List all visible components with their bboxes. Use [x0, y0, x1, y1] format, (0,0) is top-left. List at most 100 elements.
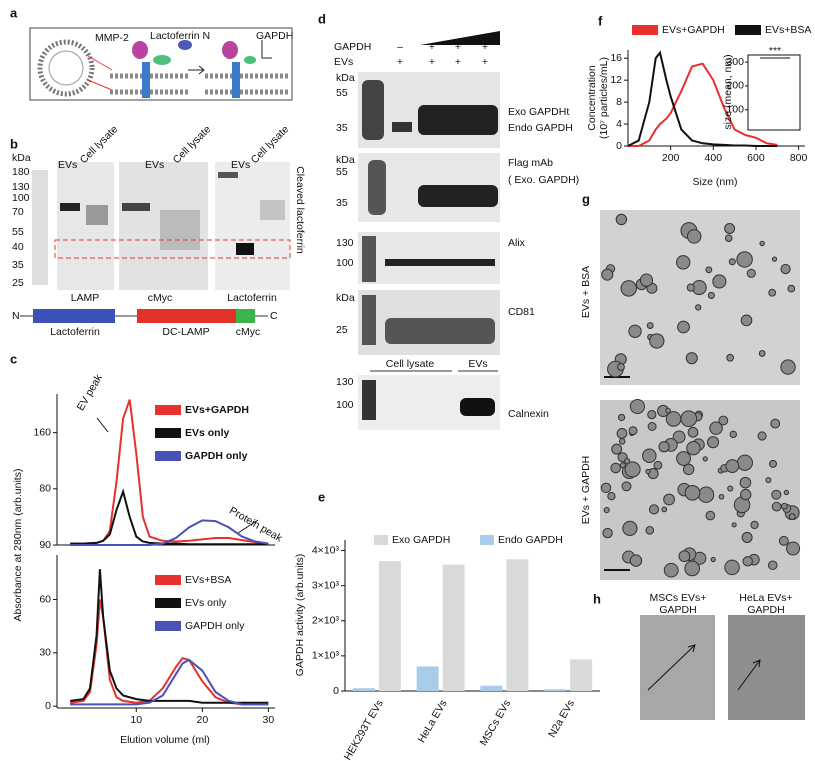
- column-header: EVs: [58, 159, 77, 171]
- kda-label: 35: [336, 197, 348, 209]
- legend-swatch: [155, 451, 181, 461]
- vesicle: [770, 418, 781, 429]
- kda-label: kDa: [336, 154, 355, 166]
- vesicle: [684, 560, 700, 577]
- vesicle: [729, 430, 737, 439]
- vesicle: [788, 513, 796, 521]
- x-tick-label: N2a EVs: [546, 698, 577, 740]
- x-tick-label: 400: [705, 152, 723, 164]
- y-tick-label: 60: [39, 593, 51, 605]
- y-tick-label: 2×10³: [312, 615, 340, 627]
- construct-label: cMyc: [236, 326, 261, 338]
- vesicle: [645, 468, 651, 475]
- series-line: [70, 599, 269, 706]
- vesicle: [778, 535, 789, 546]
- vesicle: [646, 322, 654, 329]
- vesicle: [658, 441, 670, 453]
- label: EVs: [334, 56, 353, 68]
- vesicle: [712, 274, 727, 289]
- vesicle: [678, 550, 691, 563]
- y-tick-label: 160: [33, 426, 51, 438]
- vesicle: [707, 436, 720, 449]
- panel-label: g: [582, 191, 590, 206]
- label: GAPDH: [334, 41, 371, 53]
- inset-label: size (mean, nm): [722, 54, 734, 129]
- vesicle: [781, 502, 788, 510]
- vesicle: [686, 441, 701, 456]
- column-header: Cell lysate: [249, 123, 292, 166]
- construct-label: C: [270, 310, 278, 322]
- column-header: Cell lysate: [78, 123, 121, 166]
- vesicle: [624, 458, 631, 465]
- vesicle: [617, 363, 625, 371]
- vesicle: [783, 489, 790, 496]
- legend-swatch: [155, 428, 181, 438]
- construct-label: DC-LAMP: [162, 326, 209, 338]
- legend-label: Endo GAPDH: [498, 534, 563, 546]
- label: GAPDH: [256, 30, 293, 42]
- vesicle: [718, 415, 729, 426]
- bar: [544, 689, 567, 691]
- vesicle: [602, 527, 613, 539]
- vesicle: [757, 431, 767, 441]
- legend-swatch: [632, 25, 658, 35]
- kda-label: kDa: [12, 152, 31, 164]
- vesicle: [615, 213, 628, 226]
- sign: +: [429, 41, 435, 53]
- sign: –: [397, 41, 403, 53]
- vesicle: [710, 556, 716, 563]
- sign: +: [455, 41, 461, 53]
- vesicle: [607, 492, 616, 501]
- label: Cleaved lactoferrin: [294, 166, 306, 254]
- kda-label: 55: [336, 166, 348, 178]
- vesicle: [758, 350, 766, 357]
- kda-label: 180: [12, 166, 30, 178]
- legend-swatch: [374, 535, 388, 545]
- kda-label: 35: [336, 122, 348, 134]
- kda-label: 25: [12, 277, 24, 289]
- x-axis-label: Size (nm): [693, 176, 738, 188]
- kda-label: 100: [12, 192, 30, 204]
- vesicle: [677, 320, 690, 334]
- sign: +: [482, 41, 488, 53]
- sign: +: [482, 56, 488, 68]
- kda-label: kDa: [336, 292, 355, 304]
- series-line: [70, 658, 269, 706]
- vesicle: [686, 229, 702, 244]
- blots-d: [358, 31, 500, 430]
- vesicle: [724, 234, 733, 243]
- y-tick-label: 0: [45, 700, 51, 712]
- vesicle: [787, 284, 796, 293]
- panel-label: d: [318, 11, 326, 26]
- vesicle: [771, 489, 782, 500]
- blot-label: LAMP: [71, 292, 100, 304]
- x-tick-label: 30: [263, 714, 275, 726]
- kda-label: 130: [336, 376, 354, 388]
- vesicle: [629, 398, 645, 415]
- legend-swatch: [155, 621, 181, 631]
- vesicle: [661, 506, 668, 513]
- vesicle: [645, 525, 655, 535]
- annotation-arrows: [96, 417, 259, 534]
- legend-label: EVs+BSA: [185, 574, 231, 586]
- bar: [480, 685, 503, 691]
- y-axis-label: Absorbance at 280nm (arb.units): [12, 469, 24, 622]
- vesicle: [601, 268, 614, 281]
- legend-swatch: [155, 405, 181, 415]
- vesicle: [697, 486, 715, 503]
- vesicle: [648, 504, 660, 515]
- vesicle: [780, 263, 791, 275]
- construct-label: Lactoferrin: [50, 326, 100, 338]
- x-tick-label: 200: [662, 152, 680, 164]
- vesicle: [741, 531, 753, 543]
- vesicle: [600, 482, 612, 494]
- vesicle: [724, 559, 740, 576]
- series-line: [70, 488, 269, 546]
- vesicle: [687, 426, 699, 438]
- y-axis-label: Concentration: [586, 65, 598, 131]
- vesicle: [620, 280, 637, 297]
- vesicle: [767, 560, 778, 571]
- construct-label: N: [12, 310, 20, 322]
- vesicle: [695, 304, 702, 311]
